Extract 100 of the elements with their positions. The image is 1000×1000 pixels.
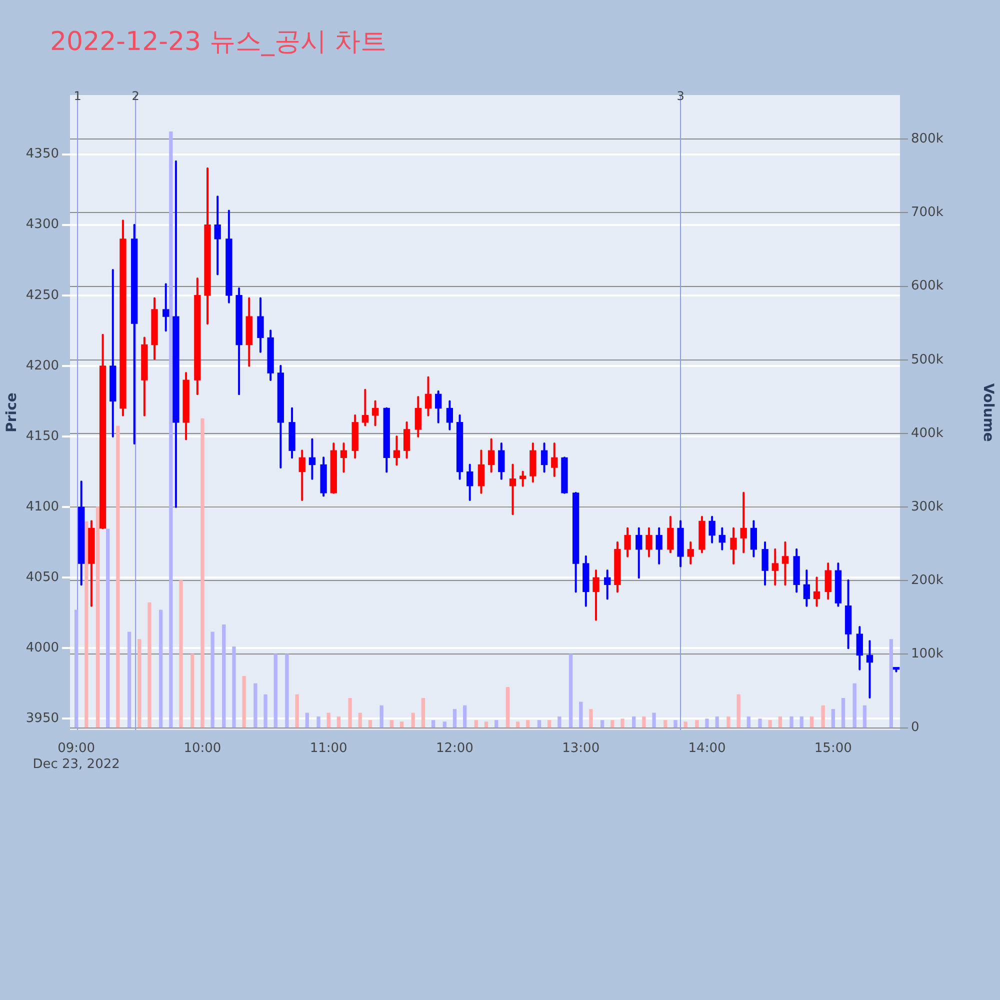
bar (474, 720, 478, 728)
bar (768, 720, 772, 728)
bar (589, 709, 593, 728)
bar (254, 683, 258, 728)
bar (831, 709, 835, 728)
y-tick-label: 3950 (26, 711, 59, 726)
y-tick-label: 4300 (26, 217, 59, 232)
y-tick-label: 4050 (26, 570, 59, 585)
bar (148, 602, 152, 728)
bar (210, 632, 214, 728)
y2-tick-label: 500k (911, 352, 944, 368)
bar (368, 720, 372, 728)
x-tick-label: 15:00 (814, 741, 852, 756)
bar (326, 712, 330, 728)
bar (852, 683, 856, 728)
annotation: 1 (74, 89, 82, 104)
y-axis-title: Price (4, 392, 20, 432)
bar (862, 705, 867, 728)
y2-tick-label: 200k (911, 573, 944, 588)
bar (736, 694, 740, 728)
bar (726, 716, 730, 728)
bar (632, 716, 636, 728)
bar (548, 720, 552, 728)
x-tick-label: 13:00 (562, 741, 600, 756)
bar (841, 698, 846, 728)
bar (431, 720, 436, 728)
bar (537, 720, 542, 728)
bar (889, 639, 893, 728)
bar (348, 698, 352, 728)
bar (232, 646, 236, 728)
y2-axis-title: Volume (980, 383, 996, 442)
bar (506, 686, 510, 728)
bar (390, 720, 394, 728)
bar (579, 702, 583, 728)
bar (642, 716, 646, 728)
bar (558, 716, 562, 728)
y2-tick-label: 600k (911, 278, 944, 294)
y-tick-label: 4350 (26, 146, 59, 162)
bar (494, 720, 498, 728)
bar (316, 716, 320, 728)
annotation: 3 (676, 89, 684, 104)
x-tick-label: 10:00 (184, 741, 222, 756)
bar (821, 705, 825, 728)
bar (74, 610, 78, 728)
bar (138, 639, 142, 728)
bar (274, 654, 278, 728)
bar (106, 528, 110, 728)
bar (516, 722, 520, 728)
bar (116, 426, 120, 728)
y-tick-label: 4100 (26, 499, 59, 514)
bar (758, 718, 762, 728)
bar (705, 718, 709, 728)
y2-tick-label: 0 (911, 720, 920, 736)
bar (715, 716, 719, 728)
y-tick-label: 4200 (26, 358, 59, 374)
bar (264, 694, 268, 728)
y2-tick-label: 700k (911, 205, 944, 220)
bar (674, 720, 678, 728)
bar (568, 654, 573, 728)
x-tick-label: 09:00 Dec 23, 2022 (32, 741, 120, 772)
bar (158, 610, 163, 728)
bar (411, 712, 415, 728)
bar (610, 720, 614, 728)
bar (242, 676, 246, 728)
y-tick-label: 4150 (26, 428, 59, 444)
bar (790, 716, 794, 728)
y2-tick-label: 400k (911, 426, 944, 441)
bar (400, 722, 404, 728)
bar (664, 720, 668, 728)
chart-title: 2022-12-23 뉴스_공시 차트 (50, 26, 387, 59)
bar (336, 716, 341, 728)
bar (800, 716, 804, 728)
x-tick-label: 12:00 (436, 741, 474, 756)
bar (295, 694, 299, 728)
bar (695, 720, 699, 728)
bar (179, 580, 183, 728)
bar (484, 722, 488, 728)
y-tick-label: 4250 (26, 288, 59, 303)
bar (746, 716, 750, 728)
bar (778, 716, 782, 728)
annotation: 2 (132, 89, 140, 104)
bar (452, 709, 457, 728)
y2-tick-label: 300k (911, 499, 944, 514)
bar (96, 506, 100, 728)
bar (620, 718, 624, 728)
bar (600, 720, 604, 728)
bar (127, 632, 132, 728)
bar (684, 722, 688, 728)
bar (222, 624, 226, 728)
bar (462, 705, 467, 728)
bar (358, 712, 362, 728)
x-tick-label: 14:00 (688, 741, 726, 756)
bar (285, 654, 289, 728)
y2-tick-label: 100k (911, 646, 944, 662)
bar (810, 716, 814, 728)
y2-tick-label: 800k (911, 132, 944, 147)
bar (526, 720, 530, 728)
bar (84, 521, 88, 728)
bar (442, 722, 446, 728)
bar (200, 418, 204, 728)
